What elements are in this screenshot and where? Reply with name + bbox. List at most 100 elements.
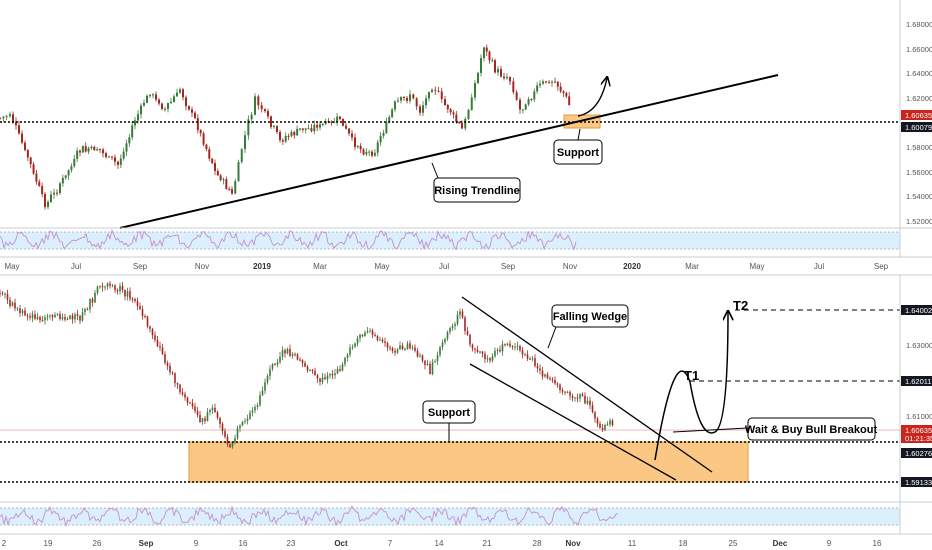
candle-body: [229, 443, 231, 448]
candle-body: [44, 194, 46, 208]
candle-body: [545, 81, 547, 83]
candle-body: [206, 412, 209, 421]
bottom-time-axis: 2 19 26 Sep 9 16 23 Oct 7 14 21 28 Nov 1…: [0, 533, 932, 548]
candle-body: [64, 317, 66, 320]
bottom-time-tick: Nov: [565, 539, 581, 548]
candle-body: [415, 98, 418, 107]
candle-body: [394, 350, 396, 353]
candle-body: [491, 356, 494, 361]
t2-price-tag: [901, 305, 932, 315]
candle-body: [329, 373, 331, 376]
candle-body: [86, 308, 89, 310]
candle-body: [131, 298, 134, 300]
candle-body: [404, 348, 406, 350]
candle-body: [474, 348, 476, 350]
candle-body: [480, 58, 482, 73]
candle-body: [336, 369, 339, 374]
candle-body: [569, 391, 571, 396]
candle-body: [189, 402, 191, 404]
candle-body: [356, 145, 359, 147]
candle-body: [87, 148, 90, 152]
candle-body: [231, 189, 233, 194]
support-bottom-price-tag-text: 1.59133: [905, 478, 932, 487]
current-price-tag-bottom-text: 1.60635: [905, 426, 932, 435]
candle-body: [366, 331, 369, 333]
candle-body: [117, 161, 119, 165]
candle-body: [431, 89, 433, 93]
candle-body: [176, 383, 179, 385]
candle-body: [419, 106, 421, 113]
candle-body: [21, 310, 24, 314]
candle-body: [536, 85, 539, 92]
top-time-axis: May Jul Sep Nov 2019 Mar May Jul Sep Nov…: [0, 256, 932, 271]
candle-body: [6, 293, 9, 300]
candle-body: [246, 418, 249, 421]
candle-body: [379, 339, 381, 341]
candle-body: [452, 112, 455, 115]
candle-body: [379, 135, 382, 143]
candle-body: [164, 354, 166, 363]
top-time-tick: Jul: [71, 262, 81, 271]
candle-body: [137, 114, 139, 121]
candle-body: [416, 350, 419, 357]
candle-body: [71, 315, 74, 320]
candle-body: [313, 124, 316, 132]
candle-body: [504, 344, 506, 346]
candle-body: [35, 173, 38, 182]
candle-body: [444, 338, 446, 343]
level-price-tag-top-text: 1.60079: [905, 123, 932, 132]
bottom-pane: T2 T1 Falling Wedge Support Wait & Buy B…: [0, 274, 932, 483]
bottom-oscillator-band: [0, 508, 900, 525]
candle-body: [604, 424, 606, 430]
bottom-time-tick: 9: [194, 539, 199, 548]
candle-body: [61, 317, 64, 319]
top-price-tick: 1.54000: [906, 192, 932, 201]
bottom-time-tick: 2: [2, 539, 7, 548]
candle-body: [239, 425, 241, 429]
candle-body: [90, 146, 93, 149]
candle-body: [126, 291, 129, 297]
candle-body: [527, 99, 530, 105]
candle-body: [166, 362, 169, 366]
candle-body: [270, 116, 272, 127]
candle-body: [536, 365, 539, 369]
bottom-time-tick: 23: [287, 539, 296, 548]
top-time-tick: Sep: [874, 262, 889, 271]
candle-body: [397, 100, 399, 102]
candle-body: [36, 316, 39, 319]
candle-body: [161, 347, 164, 355]
candle-body: [64, 175, 67, 178]
top-price-tick: 1.56000: [906, 168, 932, 177]
candle-body: [599, 423, 601, 428]
candle-body: [562, 91, 565, 94]
wedge-upper-line: [461, 296, 713, 473]
level-price-tag-top: [901, 122, 932, 132]
candle-body: [446, 104, 449, 110]
candle-body: [74, 314, 76, 320]
candle-body: [534, 358, 536, 366]
candle-body: [101, 286, 104, 288]
top-price-tick: 1.64000: [906, 69, 932, 78]
candle-body: [464, 118, 467, 129]
bottom-time-tick: 19: [44, 539, 53, 548]
candle-body: [49, 315, 51, 317]
top-time-tick: Mar: [685, 262, 699, 271]
candle-body: [301, 128, 304, 130]
candle-body: [564, 391, 566, 393]
candle-body: [451, 326, 454, 328]
candle-body: [228, 189, 231, 191]
top-time-tick: Jul: [439, 262, 449, 271]
candle-body: [319, 378, 321, 382]
candle-body: [174, 373, 176, 384]
wedge-label: Falling Wedge: [553, 311, 627, 323]
candle-body: [479, 351, 481, 353]
candle-body: [440, 91, 443, 100]
candle-body: [196, 410, 199, 415]
countdown-text: 01:21:35: [905, 434, 932, 443]
candle-body: [549, 378, 551, 380]
bottom-time-tick: 28: [533, 539, 542, 548]
candle-body: [46, 316, 49, 318]
candle-body: [609, 420, 611, 425]
candle-body: [111, 156, 113, 158]
support-top-price-tag-text: 1.60276: [905, 449, 932, 458]
